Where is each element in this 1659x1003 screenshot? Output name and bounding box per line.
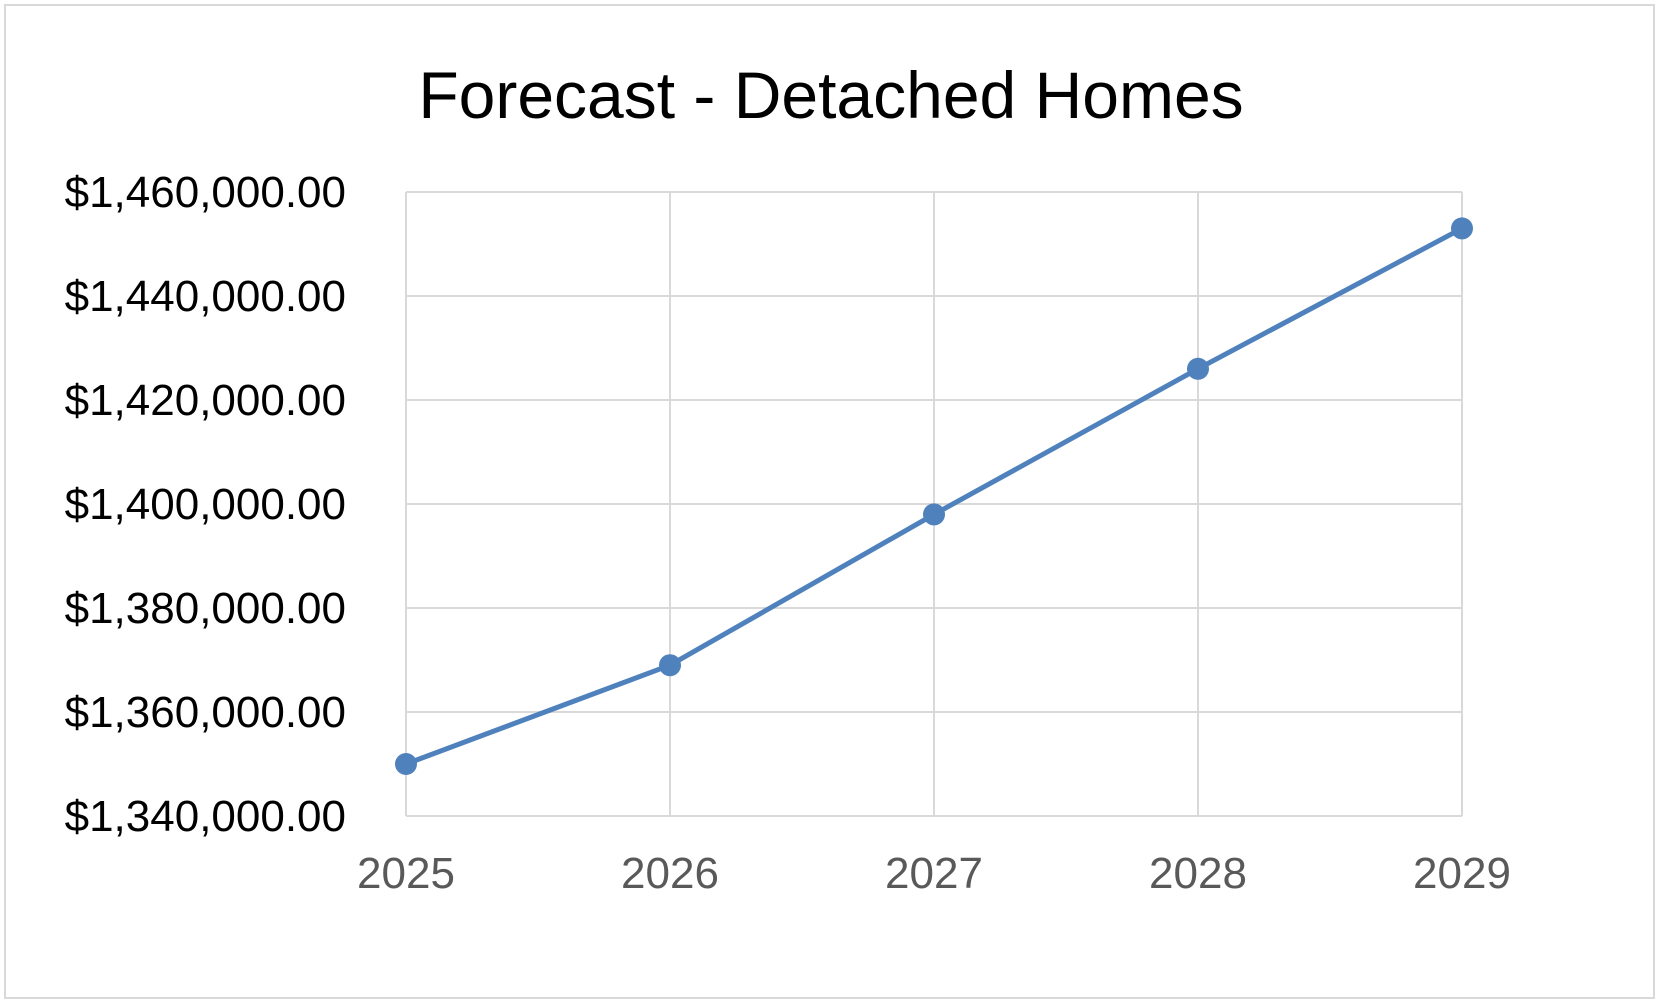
y-tick-label: $1,380,000.00 — [65, 584, 346, 633]
data-point-2028 — [1187, 357, 1209, 380]
x-tick-label: 2027 — [885, 849, 983, 898]
x-axis: 2025 2026 2027 2028 2029 — [357, 849, 1511, 898]
data-series — [395, 217, 1473, 775]
y-tick-label: $1,360,000.00 — [65, 688, 346, 737]
y-tick-label: $1,420,000.00 — [65, 376, 346, 425]
line-chart: Forecast - Detached Homes $1,460,000.00$… — [65, 58, 1511, 898]
gridlines — [405, 191, 1463, 817]
y-axis: $1,460,000.00 $1,440,000.00 $1,420,000.00 $… — [65, 168, 346, 841]
data-point-2027 — [923, 503, 945, 526]
data-point-2025 — [395, 753, 417, 775]
y-tick-label: $1,440,000.00 — [65, 272, 346, 321]
y-tick-label: $1,340,000.00 — [65, 792, 346, 841]
chart-title: Forecast - Detached Homes — [418, 58, 1243, 132]
y-tick-label: $1,400,000.00 — [65, 480, 346, 529]
x-tick-label: 2025 — [357, 849, 455, 898]
chart-frame: Forecast - Detached Homes $1,460,000.00 $… — [4, 4, 1655, 999]
x-tick-label: 2028 — [1149, 849, 1247, 898]
y-tick-label: $1,460,000.00 — [65, 168, 346, 217]
data-point-2029 — [1451, 217, 1473, 240]
data-point-2026 — [659, 654, 681, 677]
x-tick-label: 2029 — [1413, 849, 1511, 898]
x-tick-label: 2026 — [621, 849, 719, 898]
